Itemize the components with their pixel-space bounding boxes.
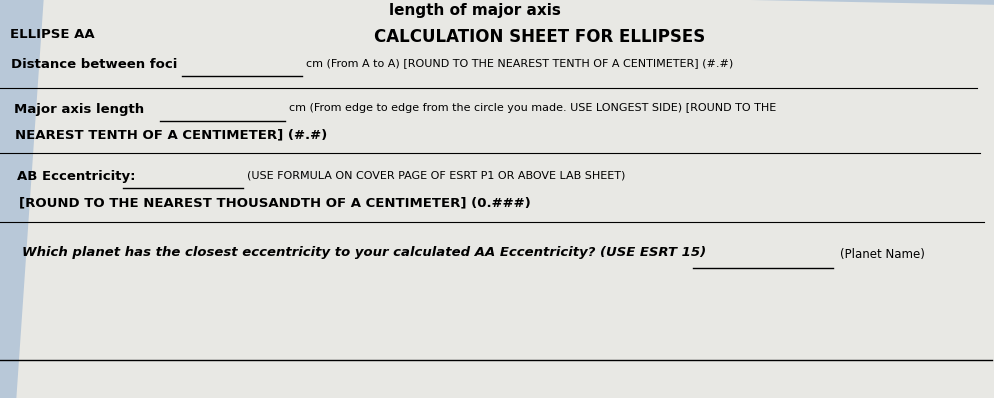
- Text: cm (From edge to edge from the circle you made. USE LONGEST SIDE) [ROUND TO THE: cm (From edge to edge from the circle yo…: [288, 103, 776, 113]
- Text: ELLIPSE AA: ELLIPSE AA: [10, 28, 94, 41]
- Text: Distance between foci: Distance between foci: [11, 58, 178, 71]
- Text: CALCULATION SHEET FOR ELLIPSES: CALCULATION SHEET FOR ELLIPSES: [374, 28, 705, 46]
- Polygon shape: [0, 0, 45, 398]
- Text: NEAREST TENTH OF A CENTIMETER] (#.#): NEAREST TENTH OF A CENTIMETER] (#.#): [15, 128, 327, 141]
- Text: [ROUND TO THE NEAREST THOUSANDTH OF A CENTIMETER] (0.###): [ROUND TO THE NEAREST THOUSANDTH OF A CE…: [19, 196, 531, 209]
- Text: Major axis length: Major axis length: [14, 103, 144, 116]
- Text: (USE FORMULA ON COVER PAGE OF ESRT P1 OR ABOVE LAB SHEET): (USE FORMULA ON COVER PAGE OF ESRT P1 OR…: [248, 170, 626, 180]
- Text: Which planet has the closest eccentricity to your calculated AA Eccentricity? (U: Which planet has the closest eccentricit…: [22, 246, 706, 259]
- Text: AB Eccentricity:: AB Eccentricity:: [18, 170, 136, 183]
- Text: cm (From A to A) [ROUND TO THE NEAREST TENTH OF A CENTIMETER] (#.#): cm (From A to A) [ROUND TO THE NEAREST T…: [306, 58, 734, 68]
- Text: length of major axis: length of major axis: [390, 3, 561, 18]
- Text: (Planet Name): (Planet Name): [840, 248, 924, 261]
